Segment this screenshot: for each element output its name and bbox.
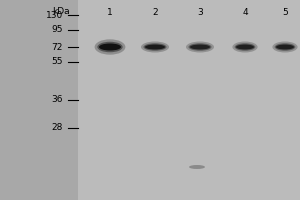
Text: 95: 95 [52, 25, 63, 34]
Ellipse shape [276, 45, 294, 49]
Text: 36: 36 [52, 96, 63, 104]
Ellipse shape [275, 43, 296, 51]
Text: 28: 28 [52, 123, 63, 132]
Text: 55: 55 [52, 58, 63, 66]
Ellipse shape [145, 45, 165, 49]
Ellipse shape [272, 42, 298, 52]
Ellipse shape [94, 39, 125, 55]
Text: 4: 4 [242, 8, 248, 17]
Ellipse shape [97, 42, 123, 52]
Ellipse shape [236, 45, 254, 49]
Ellipse shape [143, 43, 167, 51]
Bar [78, 0, 300, 200]
Text: 3: 3 [197, 8, 203, 17]
Ellipse shape [141, 42, 169, 52]
Ellipse shape [232, 42, 258, 52]
Text: 130: 130 [46, 10, 63, 20]
Text: 1: 1 [107, 8, 113, 17]
Text: 5: 5 [282, 8, 288, 17]
Ellipse shape [235, 43, 255, 51]
Bar [78, 0, 300, 200]
Text: 72: 72 [52, 43, 63, 51]
Ellipse shape [188, 43, 212, 51]
Text: kDa: kDa [52, 7, 70, 16]
Ellipse shape [186, 42, 214, 52]
Ellipse shape [99, 44, 121, 50]
Ellipse shape [189, 165, 205, 169]
Ellipse shape [190, 45, 210, 49]
Text: 2: 2 [152, 8, 158, 17]
